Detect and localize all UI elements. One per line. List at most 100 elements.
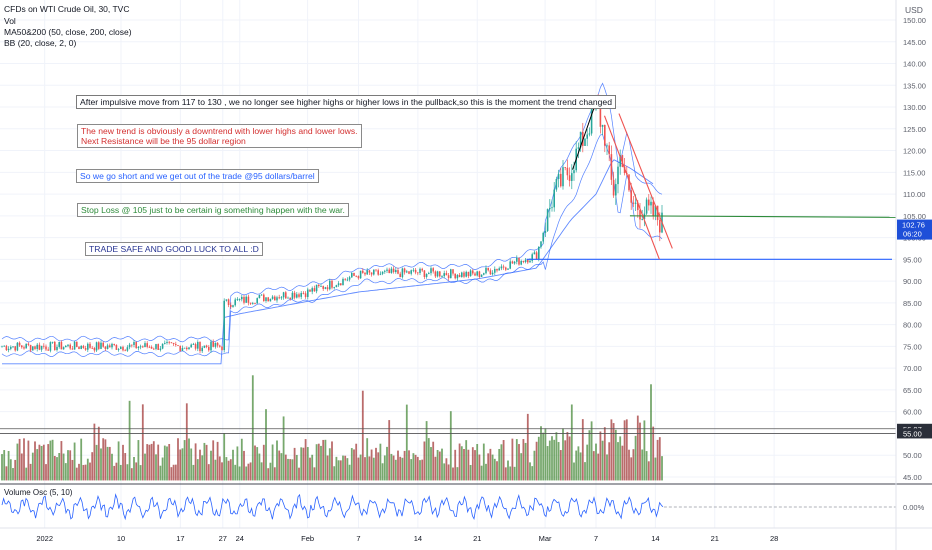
price-tick-label: 115.00 [903,168,925,177]
indicator-bb[interactable]: BB (20, close, 2, 0) [4,38,77,48]
volume-bar [148,444,151,481]
candle-body [137,346,140,349]
bb-lower-band [1,134,663,358]
note-sign-off[interactable]: TRADE SAFE AND GOOD LUCK TO ALL :D [85,242,263,256]
volume-bar [377,452,380,481]
candle-body [298,294,300,297]
volume-bar [529,462,531,481]
oscillator-label[interactable]: Volume Osc (5, 10) [4,488,73,497]
candle-body [293,292,296,298]
candle-body [302,293,305,294]
volume-bar [309,457,311,481]
candle-body [516,257,518,262]
volume-bar [214,459,217,481]
candle-body [628,174,630,191]
volume-bar [331,441,333,481]
volume-bar [73,442,76,481]
volume-bar [78,463,80,481]
candle-body [445,273,448,276]
candle-body [370,272,373,275]
volume-bar [647,461,650,481]
volume-bar [194,443,197,481]
volume-bar [91,452,94,481]
volume-bar [579,452,582,481]
time-tick-label: Mar [539,534,552,543]
candle-body [175,344,177,346]
candle-body [313,288,316,292]
candle-body [232,305,234,307]
candle-body [432,268,434,272]
note-stop-loss[interactable]: Stop Loss @ 105 just to be certain ig so… [77,203,349,217]
volume-bar [236,446,239,481]
volume-bar [586,444,589,481]
volume-bar [3,450,6,481]
candle-body [333,287,335,288]
time-tick-label: 28 [770,534,778,543]
volume-bar [419,460,421,481]
volume-bar [595,443,597,481]
volume-bar [20,453,23,481]
volume-bar [511,438,514,481]
candle-body [278,297,280,299]
price-series [1,94,663,354]
volume-bar [471,447,474,481]
volume-bar [348,464,351,481]
volume-bar [621,445,624,481]
candle-body [586,134,588,139]
candle-body [245,296,247,303]
candle-body [201,347,203,352]
candle-body [434,271,437,277]
volume-bar [634,435,637,481]
candle-body [168,341,170,343]
volume-bar [111,453,113,481]
indicator-vol[interactable]: Vol [4,16,16,26]
last-price-value: 102.76 [902,221,925,230]
volume-bar [551,436,553,481]
candle-body [522,261,525,263]
volume-bar [258,453,261,481]
volume-bar [47,444,50,481]
candle-body [496,268,498,271]
price-tick-label: 140.00 [903,60,926,69]
note-downtrend-line1: The new trend is obviously a downtrend w… [81,126,358,136]
candle-body [135,342,137,349]
volume-bar [5,466,8,481]
note-short-trade[interactable]: So we go short and we get out of the tra… [76,169,319,183]
candle-body [544,230,547,233]
note-downtrend[interactable]: The new trend is obviously a downtrend w… [77,124,362,148]
volume-bar [179,449,182,481]
price-tick-label: 75.00 [903,342,922,351]
volume-bar [401,457,404,481]
candle-body [454,273,456,279]
candle-body [401,268,404,278]
candle-body [291,292,294,300]
volume-bar [555,432,558,481]
stop-loss-line [629,215,897,218]
volume-bar [333,466,336,481]
volume-bar [95,444,98,481]
note-trend-change[interactable]: After impulsive move from 117 to 130 , w… [76,95,616,109]
volume-bar [161,457,164,481]
volume-marker-value: 55.00 [903,429,922,438]
volume-bar [630,457,633,481]
volume-bar [293,447,296,481]
volume-bar [192,464,195,481]
volume-bar [397,450,399,481]
candle-body [584,138,586,146]
candle-body [243,296,245,303]
volume-bar [355,443,358,481]
candle-body [296,294,298,298]
indicator-ma[interactable]: MA50&200 (50, close, 200, close) [4,27,132,37]
candle-body [56,346,58,351]
volume-bar [337,460,340,481]
candle-body [579,131,582,148]
volume-bar [273,467,276,481]
volume-bar [485,463,487,481]
volume-bar [260,462,263,481]
candle-body [315,284,318,292]
candle-body [408,271,410,274]
candle-body [637,202,639,211]
candle-body [5,345,8,351]
volume-bar [526,413,529,481]
volume-bar [146,444,149,481]
